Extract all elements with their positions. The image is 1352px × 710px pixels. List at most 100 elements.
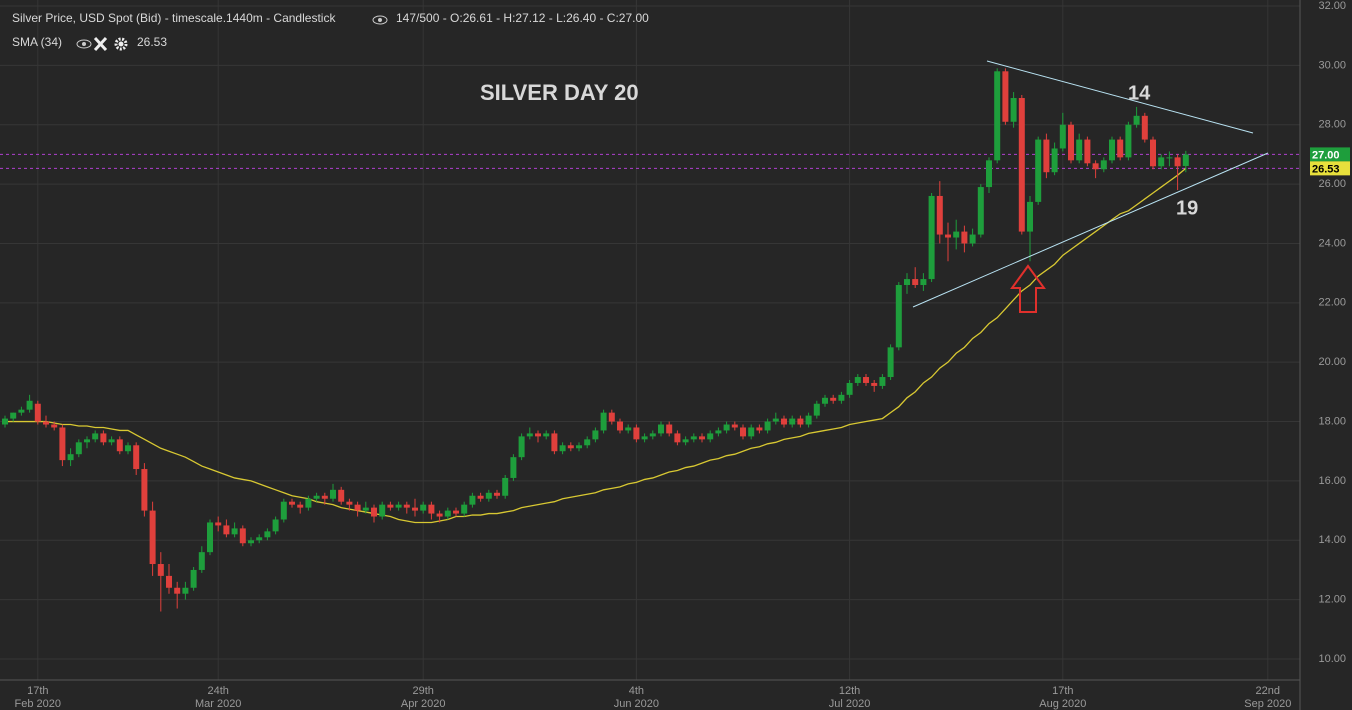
candle-body: [895, 285, 902, 348]
candle-body: [559, 445, 566, 452]
candle-body: [412, 507, 418, 511]
candle-body: [567, 445, 574, 449]
y-tick-label: 24.00: [1318, 237, 1346, 249]
candle-body: [748, 427, 755, 437]
candle-body: [1076, 139, 1083, 161]
candle-body: [584, 439, 591, 446]
x-tick-label: 24th: [207, 685, 228, 697]
candle-body: [190, 569, 197, 588]
candle-body: [313, 495, 320, 499]
settings-icon[interactable]: [114, 37, 128, 51]
candle-body: [436, 513, 443, 517]
candle-body: [502, 477, 509, 496]
candle-body: [149, 510, 156, 565]
candle-body: [1092, 163, 1099, 170]
candle-body: [198, 552, 205, 570]
candle-body: [305, 498, 312, 508]
candle-body: [157, 564, 164, 576]
candle-body: [51, 424, 58, 428]
candle-body: [174, 587, 181, 594]
y-tick-label: 32.00: [1318, 0, 1346, 12]
candle-body: [592, 430, 599, 440]
candle-body: [444, 510, 451, 517]
candle-body: [141, 469, 148, 511]
candle-body: [1174, 157, 1181, 167]
indicator-name: SMA (34): [12, 35, 62, 49]
candle-body: [674, 433, 681, 443]
candle-body: [617, 421, 623, 431]
candle-body: [682, 439, 689, 443]
candle-body: [986, 160, 992, 188]
candle-body: [1002, 71, 1009, 122]
candle-body: [805, 415, 812, 425]
candle-body: [182, 587, 189, 594]
candle-body: [887, 347, 894, 378]
arrow: [1010, 264, 1046, 313]
candle-body: [2, 418, 8, 425]
candle-body: [879, 377, 886, 386]
candle-body: [387, 504, 394, 508]
x-tick-label: 17th: [27, 685, 48, 697]
candle-body: [797, 418, 804, 425]
candle-body: [600, 412, 607, 431]
candle-body: [362, 507, 369, 511]
candle-body: [1043, 139, 1050, 173]
candle-body: [822, 397, 828, 404]
y-tick-label: 16.00: [1318, 475, 1346, 487]
candle-body: [1068, 124, 1074, 161]
candle-body: [518, 436, 525, 458]
candle-body: [26, 400, 33, 410]
eye-icon[interactable]: [372, 15, 388, 25]
candle-body: [239, 528, 246, 544]
candle-body: [1051, 148, 1058, 173]
y-tick-label: 30.00: [1318, 59, 1346, 71]
candle-body: [551, 433, 558, 452]
candle-body: [510, 457, 517, 478]
candle-body: [945, 234, 951, 238]
candle-body: [469, 495, 476, 505]
y-tick-label: 14.00: [1318, 534, 1346, 546]
candle-body: [904, 279, 910, 286]
candles: [2, 68, 1189, 612]
candle-body: [928, 195, 935, 280]
y-tick-label: 20.00: [1318, 356, 1346, 368]
annotation: 19: [1176, 197, 1198, 219]
candle-body: [1166, 157, 1173, 159]
candle-body: [100, 433, 107, 443]
candle-body: [75, 442, 82, 455]
candle-body: [297, 504, 304, 508]
candle-body: [125, 445, 131, 452]
eye-icon[interactable]: [76, 39, 92, 49]
price-tag-label: 27.00: [1312, 149, 1340, 161]
candle-body: [354, 504, 361, 511]
candle-body: [108, 439, 115, 443]
candle-body: [994, 71, 1001, 161]
candle-body: [854, 377, 861, 383]
candle-body: [961, 231, 968, 244]
candle-body: [207, 522, 213, 553]
price-tag-label: 26.53: [1312, 163, 1340, 175]
candle-body: [608, 412, 615, 422]
price-tag: [1310, 147, 1350, 162]
remove-icon[interactable]: [93, 36, 108, 52]
candle-body: [1133, 115, 1140, 125]
candle-body: [846, 382, 853, 395]
candle-body: [453, 510, 459, 514]
candle-body: [969, 234, 976, 244]
x-tick-label: Apr 2020: [401, 698, 446, 710]
candle-body: [690, 436, 697, 440]
candle-body: [461, 504, 468, 514]
candle-body: [272, 519, 279, 532]
annotation: 14: [1128, 82, 1151, 104]
candle-body: [1084, 139, 1091, 164]
candle-body: [346, 501, 353, 505]
candle-body: [699, 436, 705, 440]
candle-body: [494, 492, 500, 496]
candle-body: [1141, 115, 1148, 140]
candle-body: [863, 377, 869, 383]
x-tick-label: 12th: [839, 685, 860, 697]
trend-line: [986, 60, 1254, 134]
candle-body: [658, 424, 664, 434]
